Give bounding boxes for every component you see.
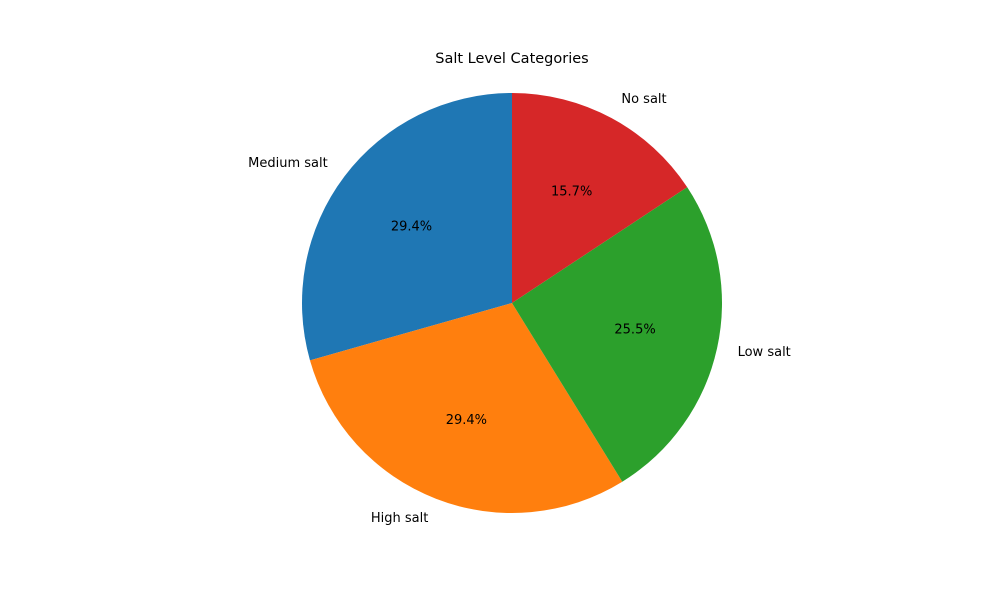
pie-labels: Medium salt 29.4% High salt 29.4% Low salt 25… (248, 92, 791, 526)
slice-label-medium-salt: Medium salt (248, 156, 328, 171)
pie-slice-medium-salt (302, 93, 512, 361)
slice-label-no-salt: No salt (621, 92, 666, 107)
slice-percent-high-salt: 29.4% (446, 413, 487, 428)
slice-label-high-salt: High salt (371, 511, 428, 526)
pie-slices (302, 93, 722, 513)
slice-label-low-salt: Low salt (738, 345, 791, 360)
pie-slice-high-salt (309, 303, 623, 513)
pie-slice-low-salt (512, 187, 722, 482)
chart-title: Salt Level Categories (435, 51, 588, 67)
slice-percent-medium-salt: 29.4% (391, 220, 432, 235)
pie-slice-no-salt (512, 93, 688, 303)
slice-percent-low-salt: 25.5% (614, 323, 655, 338)
slice-percent-no-salt: 15.7% (551, 185, 592, 200)
